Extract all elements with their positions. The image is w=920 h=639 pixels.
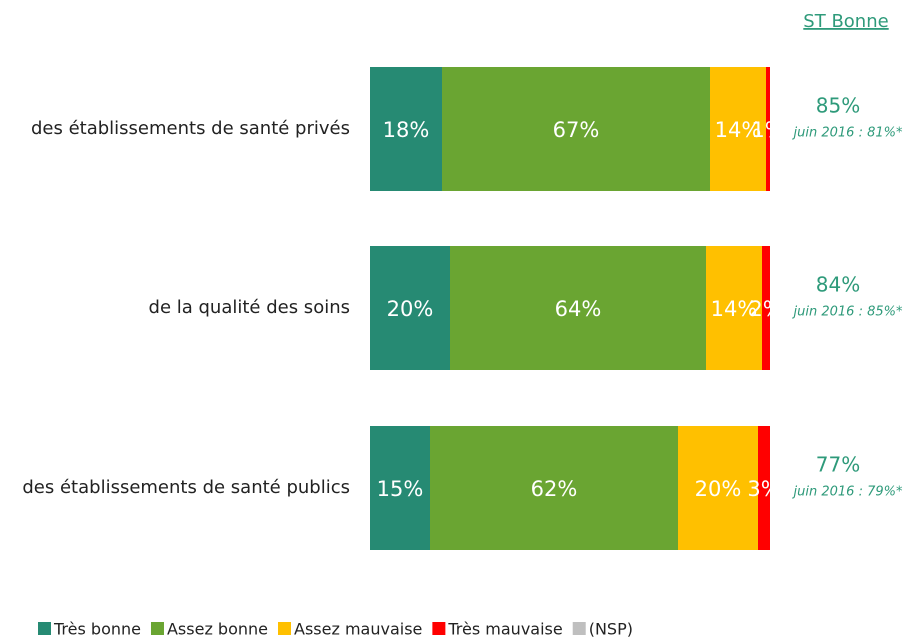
legend-label: Assez bonne xyxy=(167,620,268,639)
bar-segment xyxy=(710,67,766,191)
legend-label: Assez mauvaise xyxy=(294,620,422,639)
bar-segment xyxy=(370,246,450,370)
data-label: 62% xyxy=(531,477,578,501)
bar-segment xyxy=(370,426,430,550)
legend-label: (NSP) xyxy=(589,620,633,639)
bar-segment xyxy=(370,67,442,191)
data-label: 20% xyxy=(695,477,742,501)
data-label: 20% xyxy=(387,297,434,321)
data-label: 3% xyxy=(747,477,780,501)
legend-swatch xyxy=(278,622,291,635)
category-label: des établissements de santé privés xyxy=(31,118,350,139)
st-previous: juin 2016 : 85%* xyxy=(792,305,903,320)
bar-segment xyxy=(762,246,770,370)
data-label: 14% xyxy=(711,297,758,321)
st-previous: juin 2016 : 81%* xyxy=(792,126,903,141)
st-value: 84% xyxy=(816,273,860,297)
data-label: 2% xyxy=(749,297,782,321)
bar-segment xyxy=(758,426,770,550)
legend-label: Très mauvaise xyxy=(447,620,562,639)
legend-label: Très bonne xyxy=(53,620,141,639)
legend-swatch xyxy=(432,622,446,635)
data-label: 67% xyxy=(553,118,600,142)
legend-swatch xyxy=(150,622,164,635)
bar-segment xyxy=(766,67,770,191)
bar-segment xyxy=(430,426,678,550)
bar-segment xyxy=(450,246,706,370)
data-label: 1% xyxy=(751,118,784,142)
category-label: de la qualité des soins xyxy=(149,297,350,318)
bar-segment xyxy=(442,67,710,191)
data-label: 14% xyxy=(715,118,762,142)
data-label: 64% xyxy=(555,297,602,321)
data-label: 15% xyxy=(377,477,424,501)
st-title: ST Bonne xyxy=(803,11,888,32)
bar-segment xyxy=(706,246,762,370)
legend-swatch xyxy=(38,622,51,635)
bar-segment xyxy=(678,426,758,550)
st-value: 77% xyxy=(816,453,860,477)
legend-swatch xyxy=(572,622,586,635)
st-previous: juin 2016 : 79%* xyxy=(792,485,903,500)
data-label: 18% xyxy=(383,118,430,142)
category-label: des établissements de santé publics xyxy=(22,477,350,498)
st-value: 85% xyxy=(816,94,860,118)
